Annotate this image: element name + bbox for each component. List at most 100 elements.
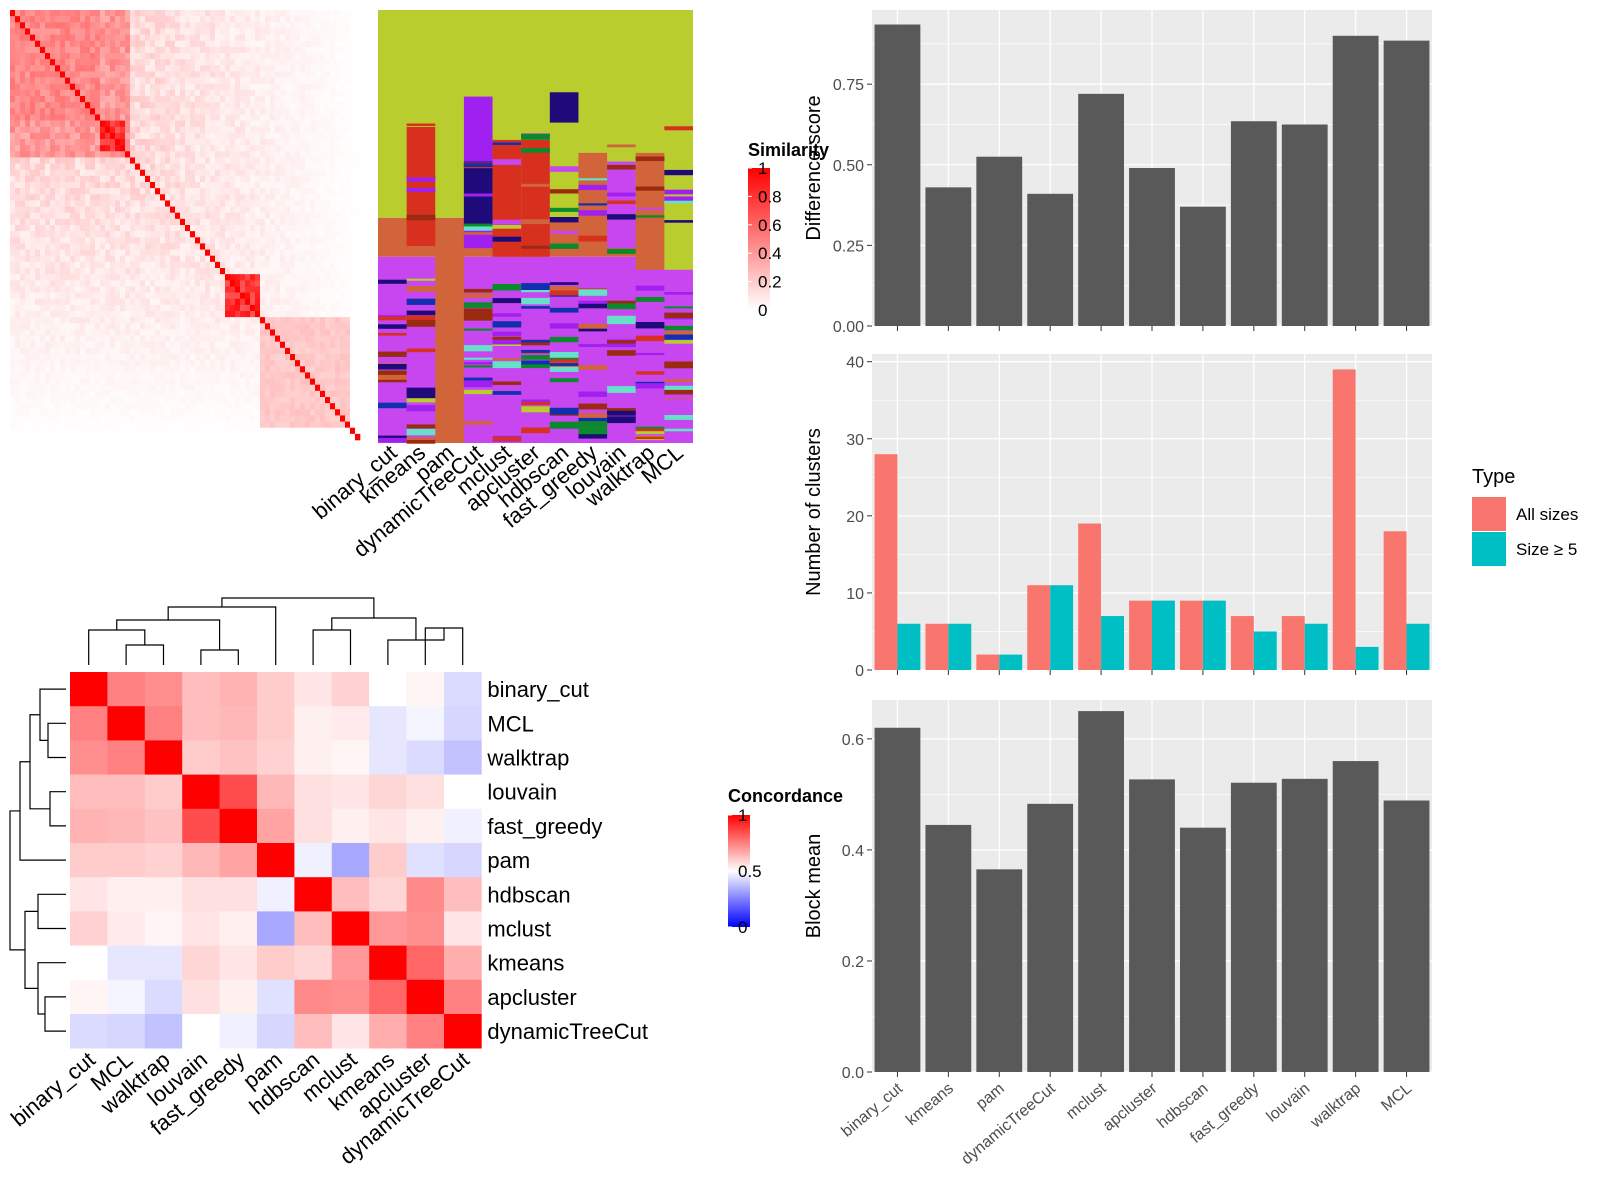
similarity-cell [50,126,56,134]
similarity-cell [235,329,241,336]
similarity-cell [105,120,111,128]
similarity-cell [55,151,61,158]
similarity-cell [165,231,171,238]
assignment-region [406,437,436,440]
similarity-cell [20,175,26,183]
similarity-cell [110,421,116,429]
similarity-cell [95,169,101,177]
similarity-cell [60,286,66,293]
similarity-cell [60,261,66,269]
similarity-cell [220,10,226,17]
similarity-cell [295,274,301,281]
similarity-cell [190,335,196,343]
similarity-cell [80,280,86,287]
similarity-cell [10,237,16,244]
similarity-cell [260,102,266,109]
similarity-cell [340,354,346,361]
similarity-cell [255,366,261,373]
similarity-cell [160,274,166,281]
similarity-cell [135,65,141,72]
similarity-cell [350,354,356,361]
similarity-cell [295,255,301,263]
similarity-cell [215,372,221,379]
similarity-cell [155,225,161,232]
similarity-cell [260,347,266,355]
similarity-cell [155,145,161,152]
similarity-cell [250,218,256,226]
similarity-cell [90,403,96,410]
similarity-cell [180,10,186,17]
similarity-cell [305,268,311,275]
similarity-cell [165,212,171,220]
similarity-cell [50,421,56,429]
similarity-cell [230,16,236,23]
similarity-cell [235,409,241,416]
similarity-cell [270,261,276,269]
similarity-cell [255,231,261,238]
similarity-cell [315,83,321,91]
similarity-cell [165,77,171,85]
similarity-cell [240,292,246,300]
similarity-cell [345,71,351,78]
similarity-cell [85,188,91,195]
similarity-cell [105,40,111,48]
similarity-cell [235,40,241,48]
similarity-cell [55,145,61,152]
assignment-region [406,176,436,182]
similarity-cell [290,415,296,422]
similarity-cell [260,286,266,293]
similarity-cell [95,366,101,373]
similarity-cell [110,206,116,214]
similarity-cell [105,212,111,220]
similarity-cell [305,28,311,35]
similarity-cell [95,83,101,91]
similarity-cell [335,126,341,134]
similarity-cell [35,317,41,324]
similarity-cell [160,298,166,306]
similarity-cell [25,335,31,343]
similarity-cell [130,323,136,330]
similarity-cell [30,372,36,379]
similarity-cell [80,372,86,379]
similarity-cell [175,409,181,416]
similarity-cell [90,65,96,72]
similarity-cell [320,415,326,422]
similarity-cell [265,188,271,195]
similarity-cell [125,108,131,115]
similarity-cell [265,16,271,23]
similarity-cell [350,292,356,300]
similarity-cell [10,329,16,336]
similarity-cell [290,347,296,355]
similarity-cell [45,114,51,121]
similarity-cell [130,298,136,306]
similarity-cell [105,28,111,35]
similarity-cell [275,102,281,109]
similarity-cell [150,409,156,416]
similarity-cell [35,390,41,398]
similarity-cell [45,304,51,312]
assignment-region [406,428,436,436]
similarity-cell [50,16,56,23]
similarity-cell [70,212,76,220]
similarity-cell [70,255,76,263]
similarity-cell [350,274,356,281]
similarity-cell [205,360,211,367]
similarity-cell [65,255,71,263]
similarity-cell [135,120,141,128]
similarity-cell [220,126,226,134]
similarity-cell [115,243,121,250]
similarity-cell [300,212,306,220]
similarity-cell [25,169,31,177]
similarity-cell [350,427,356,435]
similarity-cell [225,212,231,220]
similarity-cell [210,96,216,103]
similarity-cell [195,433,201,441]
similarity-cell [125,274,131,281]
similarity-cell [250,59,256,66]
similarity-cell [190,132,196,140]
similarity-cell [350,10,356,17]
similarity-cell [315,268,321,275]
similarity-cell [85,53,91,60]
similarity-cell [40,390,46,398]
similarity-cell [305,231,311,238]
